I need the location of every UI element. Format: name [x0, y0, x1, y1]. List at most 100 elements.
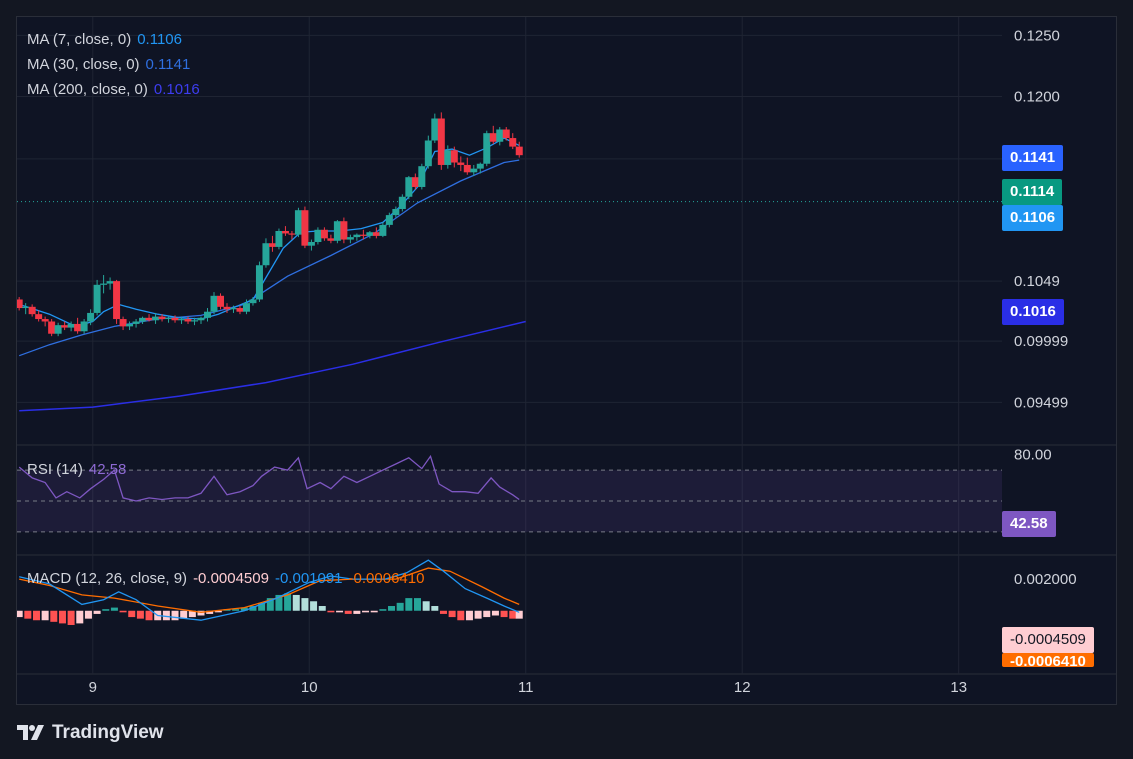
macd-histogram-bar [102, 609, 110, 611]
macd-hist-badge: -0.0004509 [1002, 627, 1094, 653]
candle-body [444, 150, 452, 165]
x-tick-label: 10 [301, 679, 318, 696]
candle-body [307, 242, 315, 246]
macd-histogram-bar [275, 594, 283, 611]
ma200-value: 0.1016 [153, 81, 200, 98]
last-price-badge: 0.1114 [1002, 179, 1063, 205]
price-tick-label: 0.1250 [1014, 27, 1060, 44]
macd-histogram-bar [457, 610, 465, 621]
macd-histogram-bar [180, 610, 188, 619]
candle-body [476, 163, 484, 169]
candle-body [165, 317, 173, 320]
candle-body [489, 133, 497, 142]
macd-histogram-bar [448, 610, 456, 618]
candle-body [145, 317, 153, 321]
candle-body [333, 221, 341, 241]
candle-body [229, 308, 237, 310]
macd-histogram-bar [240, 607, 248, 611]
price-tick-label: 0.1200 [1014, 88, 1060, 105]
candle-body [61, 325, 69, 328]
candle-body [223, 306, 231, 310]
macd-histogram-bar [76, 610, 84, 624]
legend-ma200: MA (200, close, 0) 0.1016 [27, 81, 206, 98]
candle-body [48, 321, 56, 334]
candle-body [340, 221, 348, 240]
macd-histogram-bar [41, 610, 49, 621]
candle-body [470, 168, 478, 173]
candle-body [385, 215, 393, 225]
candle-body [41, 319, 49, 322]
macd-histogram-bar [145, 610, 153, 621]
candle-body [437, 118, 445, 165]
candle-body [502, 129, 510, 139]
candle-body [204, 311, 212, 318]
candle-body [262, 243, 270, 266]
candle-body [67, 323, 75, 328]
macd-histogram-bar [396, 602, 404, 611]
signal-value-badge: -0.0006410 [1002, 653, 1094, 667]
signal-line [19, 567, 520, 613]
chart-canvas[interactable]: 9101112130.12500.12000.11490.10490.09999… [17, 17, 1116, 704]
candle-body [139, 317, 147, 322]
candle-body [197, 317, 205, 321]
candle-body [320, 229, 328, 239]
candle-body [35, 314, 43, 320]
macd-histogram-bar [197, 610, 205, 616]
candle-body [314, 229, 322, 243]
candle-body [372, 232, 380, 236]
ma30-label: MA (30, close, 0) [27, 56, 140, 73]
candle-body [132, 321, 140, 324]
candle-body [294, 210, 302, 235]
rsi-line [18, 454, 520, 502]
candle-body [463, 164, 471, 173]
candle-body [301, 210, 309, 246]
candle-body [418, 166, 426, 187]
ma200-price-badge: 0.1016 [1002, 299, 1064, 325]
candle-body [392, 208, 400, 216]
candle-body [210, 295, 218, 312]
macd-histogram-bar [327, 610, 335, 613]
candle-body [411, 177, 419, 187]
macd-histogram-bar [515, 610, 523, 619]
macd-histogram-bar [266, 598, 274, 611]
macd-histogram-bar [50, 610, 58, 622]
macd-histogram-bar [413, 598, 421, 611]
macd-histogram-bar [258, 602, 266, 611]
macd-histogram-bar [465, 610, 473, 621]
macd-value: -0.001091 [274, 570, 343, 587]
candle-body [171, 317, 179, 321]
x-tick-label: 11 [518, 679, 534, 696]
candle-body [483, 133, 491, 164]
candle-body [93, 284, 101, 313]
candle-body [366, 232, 374, 236]
macd-histogram-bar [362, 610, 370, 613]
macd-histogram-bar [336, 610, 344, 613]
tradingview-logo[interactable]: TradingView [16, 721, 164, 745]
macd-histogram-bar [483, 610, 491, 618]
macd-histogram-bar [24, 610, 32, 619]
price-tick-label: 0.09999 [1014, 333, 1068, 350]
candle-body [126, 323, 134, 327]
candle-body [80, 321, 88, 332]
macd-histogram-bar [32, 610, 40, 621]
legend-rsi: RSI (14) 42.58 [27, 461, 132, 478]
candle-body [74, 323, 82, 332]
macd-histogram-bar [500, 610, 508, 618]
rsi-value: 42.58 [88, 461, 127, 478]
macd-histogram-bar [162, 610, 170, 621]
candle-body [379, 224, 387, 236]
candle-body [288, 233, 296, 235]
candle-body [359, 234, 367, 236]
candle-body [249, 299, 257, 304]
macd-histogram-bar [439, 610, 447, 614]
candle-body [100, 283, 108, 285]
macd-histogram-bar [388, 606, 396, 611]
candle-body [255, 265, 263, 300]
macd-histogram-bar [128, 610, 136, 618]
macd-label: MACD (12, 26, close, 9) [27, 570, 188, 587]
candle-body [515, 146, 523, 156]
rsi-value-badge: 42.58 [1002, 511, 1056, 537]
chart-panel[interactable]: 9101112130.12500.12000.11490.10490.09999… [16, 16, 1117, 705]
macd-histogram-bar [17, 610, 23, 618]
candle-body [346, 237, 354, 240]
